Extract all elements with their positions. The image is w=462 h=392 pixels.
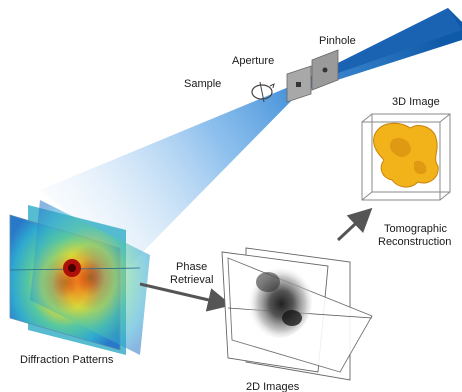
aperture-plate xyxy=(286,65,312,103)
diffraction-patterns-label: Diffraction Patterns xyxy=(20,354,114,366)
pinhole-plate xyxy=(311,49,339,91)
pinhole-label: Pinhole xyxy=(319,35,356,47)
phase-retrieval-arrow xyxy=(139,282,232,312)
tomographic-arrow xyxy=(336,207,373,242)
phase-label-line1: Phase xyxy=(176,261,207,273)
images-2d-planes xyxy=(221,247,373,381)
sample-rotation-icon xyxy=(251,81,275,103)
tomographic-label-line1: Tomographic xyxy=(384,223,447,235)
diffraction-patterns xyxy=(9,200,150,355)
images-2d-label: 2D Images xyxy=(246,381,300,392)
reconstruction-cube xyxy=(361,113,451,201)
sample-label: Sample xyxy=(184,78,221,90)
aperture-label: Aperture xyxy=(232,55,274,67)
image-3d-label: 3D Image xyxy=(392,96,440,108)
tomographic-label-line2: Reconstruction xyxy=(378,236,451,248)
phase-label-line2: Retrieval xyxy=(170,274,213,286)
